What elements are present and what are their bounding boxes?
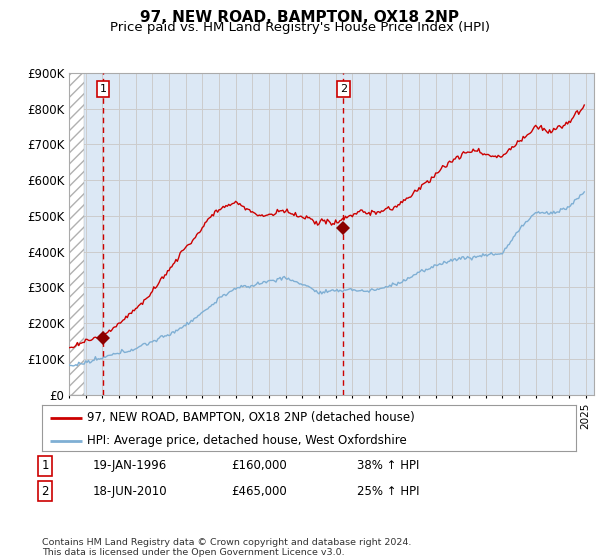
Text: Contains HM Land Registry data © Crown copyright and database right 2024.
This d: Contains HM Land Registry data © Crown c… bbox=[42, 538, 412, 557]
Bar bbox=[69, 73, 85, 395]
Text: 2: 2 bbox=[340, 84, 347, 94]
Text: £160,000: £160,000 bbox=[231, 459, 287, 473]
Text: 97, NEW ROAD, BAMPTON, OX18 2NP (detached house): 97, NEW ROAD, BAMPTON, OX18 2NP (detache… bbox=[88, 411, 415, 424]
Text: 1: 1 bbox=[41, 459, 49, 473]
Text: 97, NEW ROAD, BAMPTON, OX18 2NP: 97, NEW ROAD, BAMPTON, OX18 2NP bbox=[140, 10, 460, 25]
Text: HPI: Average price, detached house, West Oxfordshire: HPI: Average price, detached house, West… bbox=[88, 434, 407, 447]
Text: 25% ↑ HPI: 25% ↑ HPI bbox=[357, 484, 419, 498]
Text: 1: 1 bbox=[100, 84, 107, 94]
Text: 2: 2 bbox=[41, 484, 49, 498]
Text: £465,000: £465,000 bbox=[231, 484, 287, 498]
Text: Price paid vs. HM Land Registry's House Price Index (HPI): Price paid vs. HM Land Registry's House … bbox=[110, 21, 490, 34]
Text: 18-JUN-2010: 18-JUN-2010 bbox=[93, 484, 167, 498]
Text: 19-JAN-1996: 19-JAN-1996 bbox=[93, 459, 167, 473]
Text: 38% ↑ HPI: 38% ↑ HPI bbox=[357, 459, 419, 473]
